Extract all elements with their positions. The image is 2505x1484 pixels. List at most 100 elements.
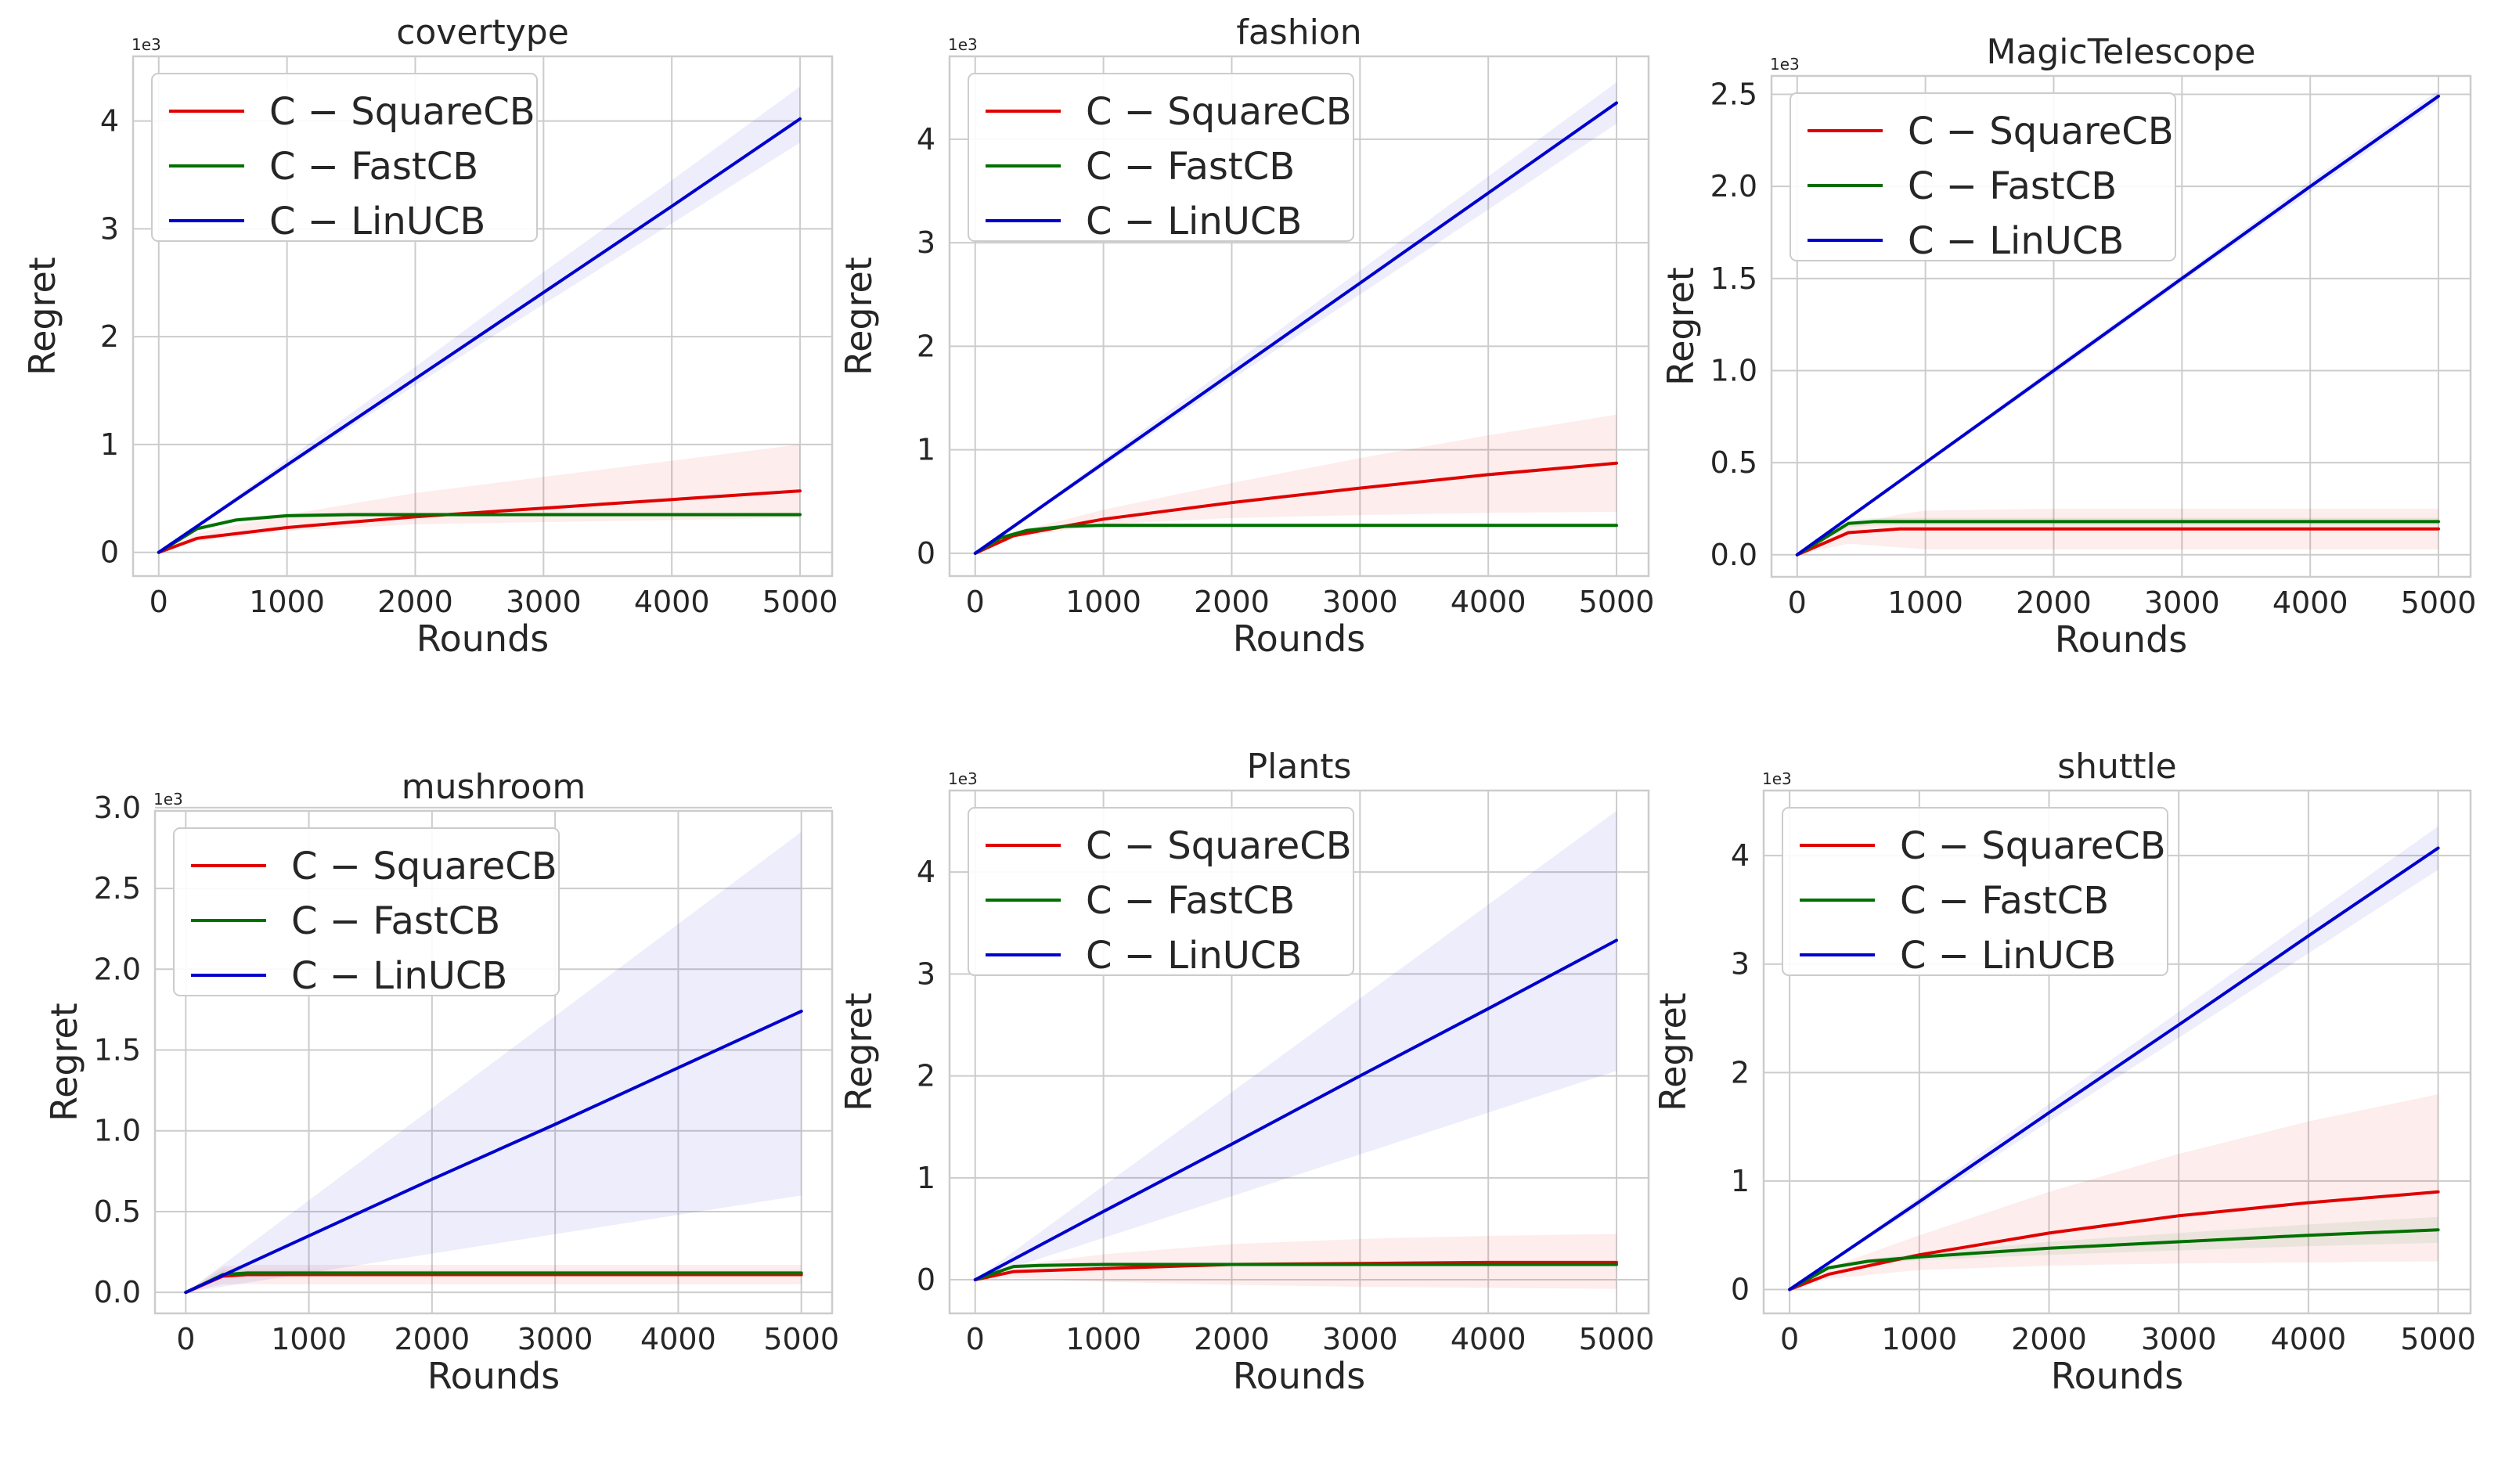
chart-panel-5: 0 1000 2000 3000 4000 5000 0 1 2 3 4 1e3 Plants Round… bbox=[838, 747, 1654, 1397]
x-tick-label: 3000 bbox=[517, 1322, 593, 1356]
y-tick-label: 3 bbox=[1731, 947, 1750, 982]
confidence-band bbox=[1790, 1216, 2438, 1290]
x-tick-label: 4000 bbox=[2271, 1322, 2347, 1356]
legend: C − SquareCB C − FastCB C − LinUCB bbox=[1782, 807, 2168, 978]
chart-title: Plants bbox=[1247, 747, 1352, 787]
series-line bbox=[157, 489, 802, 554]
x-tick-label: 1000 bbox=[1881, 1322, 1957, 1356]
y-tick-label: 3 bbox=[100, 211, 119, 246]
x-tick-label: 5000 bbox=[1579, 585, 1655, 619]
series-area bbox=[157, 86, 802, 554]
confidence-band bbox=[975, 414, 1617, 553]
legend-label: C − FastCB bbox=[1086, 879, 1295, 923]
y-tick-label: 0.0 bbox=[94, 1275, 141, 1309]
confidence-band bbox=[158, 86, 801, 553]
y-axis-label: Regret bbox=[43, 1003, 85, 1122]
chart-panel-4: 0 1000 2000 3000 4000 5000 0.0 0.5 1.0 1.5 2.0 2.5 3… bbox=[43, 767, 839, 1397]
x-tick-label: 4000 bbox=[634, 585, 710, 619]
y-exponent-label: 1e3 bbox=[153, 790, 183, 809]
legend-label: C − SquareCB bbox=[1086, 824, 1352, 868]
legend-label: C − LinUCB bbox=[269, 200, 485, 243]
confidence-band bbox=[975, 82, 1617, 553]
series-line bbox=[973, 524, 1618, 555]
x-tick-label: 0 bbox=[176, 1322, 195, 1356]
legend-label: C − LinUCB bbox=[1908, 219, 2124, 263]
chart-title: mushroom bbox=[402, 767, 586, 807]
series-line bbox=[184, 1273, 803, 1295]
legend: C − SquareCB C − FastCB C − LinUCB bbox=[968, 73, 1354, 243]
series-line bbox=[1795, 520, 2440, 556]
series-area bbox=[973, 82, 1618, 555]
legend-label: C − FastCB bbox=[269, 145, 478, 189]
y-axis-label: Regret bbox=[838, 257, 880, 376]
y-tick-label: 4 bbox=[917, 122, 935, 157]
confidence-band bbox=[1790, 1094, 2438, 1290]
y-tick-label: 0 bbox=[917, 1262, 935, 1297]
x-axis-label: Rounds bbox=[427, 1355, 560, 1397]
x-tick-label: 4000 bbox=[1451, 585, 1526, 619]
chart-title: MagicTelescope bbox=[1986, 32, 2255, 72]
x-tick-label: 2000 bbox=[377, 585, 453, 619]
chart-title: fashion bbox=[1236, 13, 1361, 52]
confidence-band bbox=[975, 811, 1617, 1280]
series-line bbox=[1788, 846, 2440, 1291]
legend-label: C − SquareCB bbox=[291, 845, 557, 888]
chart-panel-6: 0 1000 2000 3000 4000 5000 0 1 2 3 4 1e3 shuttle Roun… bbox=[1652, 747, 2476, 1397]
y-exponent-label: 1e3 bbox=[1762, 769, 1792, 788]
y-tick-label: 0.5 bbox=[1710, 445, 1757, 480]
y-tick-label: 2 bbox=[1731, 1055, 1750, 1090]
series-line bbox=[1788, 1190, 2440, 1291]
x-tick-label: 2000 bbox=[395, 1322, 470, 1356]
confidence-band bbox=[1790, 826, 2438, 1290]
x-tick-label: 1000 bbox=[1065, 585, 1141, 619]
y-tick-label: 2.0 bbox=[1710, 169, 1757, 204]
y-tick-label: 1 bbox=[917, 433, 935, 467]
x-tick-label: 3000 bbox=[1322, 1322, 1398, 1356]
y-tick-label: 1 bbox=[100, 427, 119, 462]
y-tick-label: 3.0 bbox=[94, 791, 141, 825]
legend-label: C − LinUCB bbox=[1086, 200, 1302, 243]
y-tick-label: 4 bbox=[1731, 838, 1750, 873]
legend-label: C − FastCB bbox=[1900, 879, 2109, 923]
y-exponent-label: 1e3 bbox=[1770, 55, 1800, 74]
x-tick-label: 3000 bbox=[2144, 585, 2220, 620]
series-line bbox=[973, 938, 1618, 1281]
x-tick-label: 5000 bbox=[762, 585, 838, 619]
series-line bbox=[1795, 527, 2440, 556]
series-line bbox=[157, 117, 802, 554]
y-tick-label: 2 bbox=[917, 329, 935, 363]
x-tick-label: 2000 bbox=[2011, 1322, 2087, 1356]
y-tick-label: 1 bbox=[917, 1161, 935, 1195]
series-line bbox=[157, 513, 802, 554]
x-tick-label: 1000 bbox=[271, 1322, 347, 1356]
legend-label: C − SquareCB bbox=[269, 90, 535, 134]
y-axis-label: Regret bbox=[21, 257, 63, 376]
legend: C − SquareCB C − FastCB C − LinUCB bbox=[1790, 92, 2176, 263]
x-tick-label: 4000 bbox=[2273, 585, 2348, 620]
legend-label: C − FastCB bbox=[1908, 164, 2117, 208]
legend-box bbox=[1782, 807, 2168, 976]
y-tick-label: 0 bbox=[917, 536, 935, 571]
series-line bbox=[973, 101, 1618, 555]
x-axis-label: Rounds bbox=[1233, 618, 1366, 660]
series-area bbox=[973, 811, 1618, 1289]
series-area bbox=[1788, 826, 2440, 1291]
legend-label: C − SquareCB bbox=[1086, 90, 1352, 134]
chart-panel-2: 0 1000 2000 3000 4000 5000 0 1 2 3 4 1e3 fashion Roun… bbox=[838, 13, 1654, 660]
y-tick-label: 1.5 bbox=[1710, 261, 1757, 296]
legend-box bbox=[968, 807, 1354, 976]
y-tick-label: 0.0 bbox=[1710, 538, 1757, 572]
x-axis-label: Rounds bbox=[416, 618, 550, 660]
series-area bbox=[1795, 90, 2440, 556]
x-tick-label: 1000 bbox=[1065, 1322, 1141, 1356]
y-tick-label: 3 bbox=[917, 225, 935, 260]
x-tick-label: 0 bbox=[966, 585, 985, 619]
y-tick-label: 2 bbox=[917, 1059, 935, 1093]
y-exponent-label: 1e3 bbox=[132, 35, 161, 54]
legend-label: C − FastCB bbox=[291, 899, 500, 943]
y-exponent-label: 1e3 bbox=[948, 769, 978, 788]
series-area bbox=[184, 831, 803, 1295]
y-tick-label: 2 bbox=[100, 319, 119, 354]
y-exponent-label: 1e3 bbox=[948, 35, 978, 54]
